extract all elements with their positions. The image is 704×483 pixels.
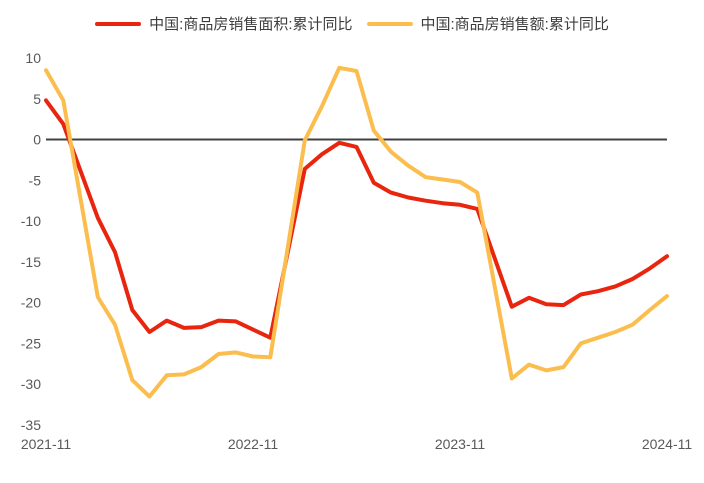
y-tick-label: -20	[21, 295, 41, 311]
series-line-sales-area	[44, 98, 669, 340]
y-tick-label: -25	[21, 335, 41, 351]
legend-label-sales-area: 中国:商品房销售面积:累计同比	[149, 16, 353, 33]
y-tick-label: 5	[33, 91, 41, 107]
legend-item-sales-amount: 中国:商品房销售额:累计同比	[366, 13, 609, 34]
legend-swatch-sales-amount	[366, 21, 413, 26]
y-tick-label: -35	[21, 417, 41, 433]
y-tick-label: -10	[21, 213, 41, 229]
legend-label-sales-amount: 中国:商品房销售额:累计同比	[420, 16, 609, 33]
y-axis-ticks: 10 5 0 -5 -10 -15 -20 -25 -30 -35	[21, 50, 41, 433]
x-tick-label: 2021-11	[21, 436, 72, 452]
y-tick-label: -15	[21, 254, 41, 270]
x-axis-ticks: 2021-11 2022-11 2023-11 2024-11	[21, 436, 693, 452]
y-tick-label: -5	[29, 172, 42, 188]
legend: 中国:商品房销售面积:累计同比 中国:商品房销售额:累计同比	[0, 13, 704, 34]
y-tick-label: 10	[25, 50, 41, 66]
legend-item-sales-area: 中国:商品房销售面积:累计同比	[95, 13, 353, 34]
legend-swatch-sales-area	[95, 21, 142, 26]
x-tick-label: 2022-11	[228, 436, 279, 452]
y-tick-label: -30	[21, 376, 41, 392]
x-tick-label: 2023-11	[435, 436, 486, 452]
series-line-sales-amount	[44, 65, 669, 399]
x-tick-label: 2024-11	[642, 436, 693, 452]
y-tick-label: 0	[33, 132, 41, 148]
